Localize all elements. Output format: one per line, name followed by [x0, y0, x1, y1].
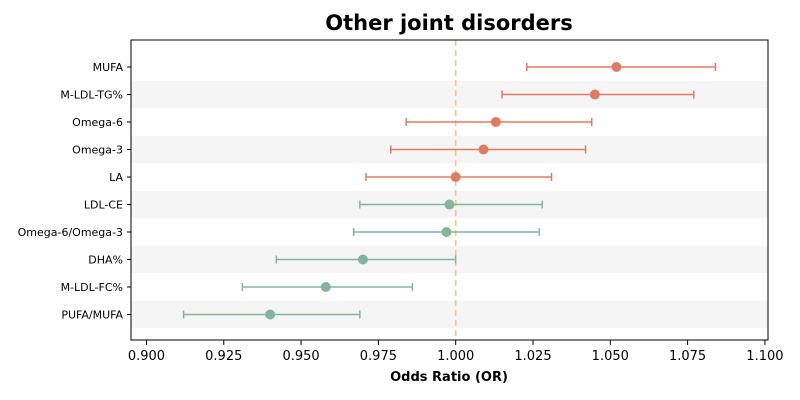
x-tick-label: 1.075 [669, 349, 706, 364]
y-tick-label: M-LDL-FC% [61, 281, 123, 294]
x-tick-label: 0.900 [128, 349, 165, 364]
x-tick-label: 1.000 [437, 349, 474, 364]
forest-row: M-LDL-TG% [60, 89, 695, 102]
x-tick-label: 1.050 [592, 349, 629, 364]
chart-title: Other joint disorders [325, 11, 573, 35]
y-tick-label: DHA% [88, 254, 123, 267]
y-tick-label: PUFA/MUFA [61, 309, 123, 322]
data-rows: MUFA M-LDL-TG% Omega-6 Omega-3 LA LDL-CE Omega… [18, 61, 717, 322]
point-estimate [478, 144, 489, 155]
forest-row: Omega-3 [72, 144, 587, 157]
point-estimate [441, 227, 452, 237]
y-tick-label: Omega-6 [72, 116, 123, 129]
forest-row: Omega-6 [72, 116, 593, 129]
forest-row: Omega-6/Omega-3 [18, 226, 540, 239]
x-axis-label: Odds Ratio (OR) [390, 370, 508, 385]
point-estimate [320, 282, 331, 292]
forest-row: DHA% [88, 254, 457, 267]
point-estimate [265, 309, 276, 320]
plot-frame [130, 39, 769, 341]
forest-row: M-LDL-FC% [61, 281, 414, 294]
y-tick-label: Omega-6/Omega-3 [18, 226, 123, 239]
x-tick-label: 1.100 [746, 349, 783, 364]
x-tick-label: 0.925 [205, 349, 242, 364]
x-tick-label: 0.950 [282, 349, 319, 364]
y-tick-label: LDL-CE [84, 199, 123, 212]
forest-row: MUFA [93, 61, 717, 74]
point-estimate [444, 199, 455, 210]
x-tick-label: 0.975 [360, 349, 397, 364]
x-tick-label: 1.025 [514, 349, 551, 364]
y-tick-label: Omega-3 [72, 144, 123, 157]
y-tick-label: MUFA [93, 61, 124, 74]
forest-row: PUFA/MUFA [61, 309, 361, 322]
point-estimate [490, 117, 501, 127]
x-axis-ticks: 0.900 0.925 0.950 0.975 1.000 1.025 1.050 1.075… [128, 340, 784, 364]
forest-row: LDL-CE [84, 199, 544, 212]
point-estimate [611, 62, 622, 72]
forest-row: LA [109, 171, 553, 184]
y-tick-label: LA [109, 171, 123, 184]
y-tick-label: M-LDL-TG% [60, 89, 123, 102]
point-estimate [357, 254, 368, 265]
point-estimate [450, 172, 461, 182]
point-estimate [589, 89, 600, 100]
